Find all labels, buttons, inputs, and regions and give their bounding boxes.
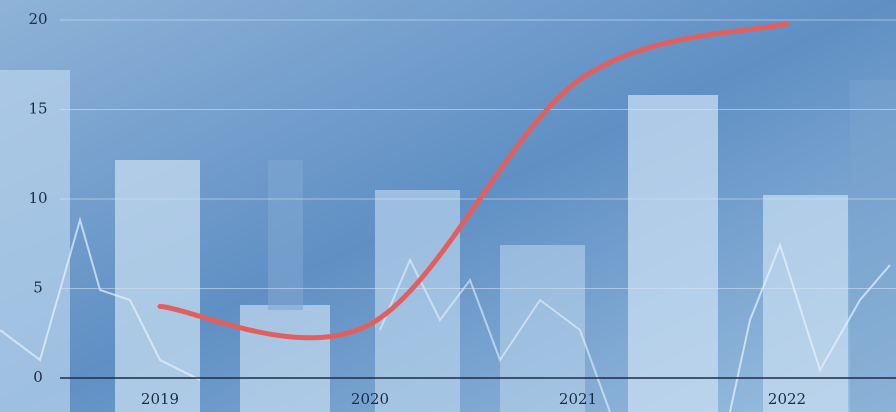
y-tick-label: 5 <box>33 279 43 297</box>
y-tick-label: 10 <box>28 189 47 207</box>
building <box>628 95 718 412</box>
y-tick-label: 15 <box>28 100 47 118</box>
building <box>115 160 200 412</box>
building <box>850 80 896 412</box>
building <box>240 305 330 412</box>
x-tick-label: 2022 <box>768 390 806 408</box>
x-tick-label: 2019 <box>141 390 179 408</box>
building <box>0 70 70 412</box>
building <box>375 190 460 412</box>
x-tick-label: 2020 <box>351 390 389 408</box>
line <box>157 21 790 341</box>
decor-line <box>0 216 201 381</box>
building <box>500 245 585 412</box>
building <box>763 195 848 412</box>
building <box>268 160 303 310</box>
x-tick-label: 2021 <box>559 390 597 408</box>
decor-line <box>729 242 891 412</box>
decor-line <box>379 257 611 412</box>
y-tick-label: 20 <box>28 10 47 28</box>
y-tick-label: 0 <box>33 368 43 386</box>
